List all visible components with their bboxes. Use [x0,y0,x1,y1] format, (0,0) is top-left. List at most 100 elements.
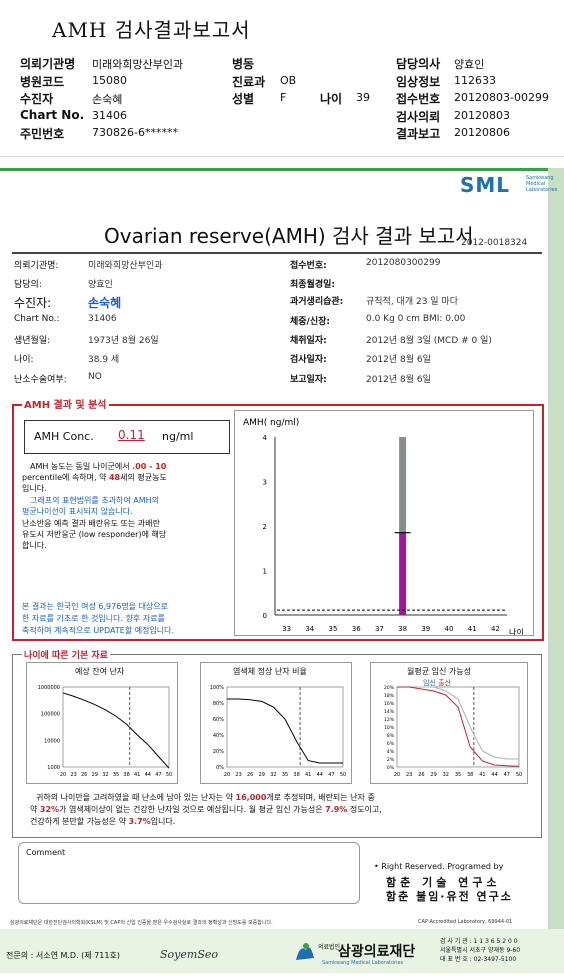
summary-text: 약 [30,805,38,814]
amh-chart-xtick: 34 [305,625,314,633]
amh-chart-xtick: 37 [375,625,384,633]
amh-note-line3: 축적하여 계속적으로 UPDATE할 예정입니다. [22,626,175,635]
basic-data-section [12,654,542,838]
mini-chart-pregnancy: 월평균 임신 가능성 임신 출산 20% 18% 16% 14% 12% 10% 8% 6% 4… [370,662,528,784]
summary-text: 개로 추정되며, 배란되는 난자 중 [266,793,375,802]
mini-xtick: 47 [504,772,510,778]
info-value: 규칙적, 대개 23 일 마다 [366,297,458,307]
address-line3: 대 표 번 호 : 02-3497-5100 [440,956,517,963]
amh-desc-line4: 그래프의 표현범위를 초과하여 AMH의 [30,496,160,505]
remaining-eggs: 16,000 [235,793,267,802]
info-label: 체중/신장: [290,317,331,327]
summary-label: 진료과 [232,74,266,89]
info-value: 31406 [88,314,117,324]
amh-chart-ylabel: AMH( ng/ml) [243,418,299,428]
mini-xtick: 26 [81,772,87,778]
desc-text: AMH 농도는 동일 나이군에서 [30,462,130,471]
info-label: 접수번호: [290,261,327,271]
mini-xtick: 20 [60,772,66,778]
doctor-name: 전문의 : 서소연 M.D. (제 711호) [6,951,120,960]
summary-value: 미래와희망산부인과 [92,58,184,71]
summary-label: 수진자 [20,92,54,106]
report-sheet [0,168,564,976]
info-value: 손숙혜 [88,296,122,310]
amh-chart-xtick: 33 [282,625,291,633]
mini-chromosome-line [227,698,343,764]
mini-ytick: 16% [384,701,395,707]
certification-note: 삼광의료재단은 대한진단검사의학회(KSLM) 및 CAP의 신입 인증을 받은… [10,920,273,926]
amh-chart-xlabel: 나이 [509,627,524,635]
summary-text: 건강하게 분만할 가능성은 약 [30,817,126,826]
info-value: 38.9 세 [88,355,120,365]
info-label: 최종월경일: [290,280,335,290]
mini-xtick: 41 [134,772,140,778]
cap-accreditation: CAP Accredited Laboratory, 69944-01 [418,919,513,925]
legend-pregnancy: 임신 [423,679,436,687]
info-label: Chart No.: [14,314,60,324]
mini-xtick: 38 [123,772,129,778]
mini-xtick: 50 [516,772,522,778]
summary-divider [0,156,564,157]
info-label: 과거생리습관: [290,297,344,307]
info-value: 양효인 [88,280,113,290]
amh-conc-box [24,420,230,454]
mini-xtick: 44 [491,772,497,778]
mini-plot-frame [226,686,344,768]
amh-desc-line5: 평균나이선이 표시되지 않습니다. [22,507,133,516]
summary-value: 20120803-00299 [454,91,549,104]
mini-xtick: 35 [455,772,461,778]
sml-logo: SML [460,173,511,197]
info-value: NO [88,372,102,382]
mini-ytick: 4% [387,749,395,755]
amh-chart-ytick: 1 [263,568,267,576]
mini-xtick: 41 [479,772,485,778]
mini-ytick: 100000 [41,712,60,718]
summary-line1: 귀하의 나이만을 고려하였을 때 난소에 남아 있는 난자는 약 16,000개… [36,792,375,803]
amh-chart-ytick: 3 [263,479,267,487]
info-value: 미래와희망산부인과 [88,261,163,271]
summary-value: F [280,91,287,104]
summary-label: 검사의뢰 [396,109,441,124]
mini-xtick: 47 [328,772,334,778]
address-line1: 검 사 기 관 : 1 1 3 6 5 2 0 0 [440,938,518,945]
summary-label: 성별 [232,92,255,106]
amh-desc-line2: percentile에 속하며, 약 48세의 평균농도 [22,472,167,483]
summary-label: 의뢰기관명 [20,57,76,71]
amh-chart-xtick: 38 [398,625,407,633]
mini-chart-eggs-title: 예상 잔여 난자 [75,667,125,676]
sml-logo-subtitle: Samkwang Medical Laboratories [526,175,558,193]
desc-text: percentile에 속하며, 약 [22,473,107,482]
document-title: AMH 검사결과보고서 [52,18,251,42]
mini-ytick: 1000 [47,765,60,771]
mini-chart-chromosome-title: 염색체 정상 난자 비율 [233,667,307,676]
mini-ytick: 60% [213,717,224,723]
mini-chart-pregnancy-legend: 임신 출산 [423,678,451,688]
summary-value: 15080 [92,73,127,87]
summary-label: 결과보고 [396,127,441,141]
amh-desc-line1: AMH 농도는 동일 나이군에서 .00 - 10 [30,461,166,472]
info-value: 0.0 Kg 0 cm BMI: 0.00 [366,314,466,324]
info-value: 2012년 8월 6일 [366,355,431,365]
comment-label: Comment [26,848,66,857]
info-value: 2012년 8월 6일 [366,375,431,385]
summary-value: 31406 [92,108,127,122]
summary-label: 접수번호 [396,92,441,106]
mini-xtick: 47 [155,772,161,778]
summary-label: 병동 [232,57,255,71]
info-label: 생년월일: [14,336,51,346]
amh-desc-line6: 난소반응 예측 결과 배란유도 또는 과배란 [22,519,160,528]
pregnancy-pct: 7.9% [325,805,348,814]
birth-pct: 3.7% [128,817,151,826]
title-divider [12,252,542,254]
amh-note-line1: 본 결과는 한국인 여성 6,976명을 대상으로 [22,602,169,611]
amh-desc-line7: 유도시 저반응군 (low responder)에 해당 [22,530,167,539]
mini-xtick: 50 [340,772,346,778]
mini-ytick: 0% [216,765,224,771]
summary-label: 담당의사 [396,57,441,71]
mini-ytick: 100% [210,685,225,691]
mini-ytick: 6% [387,741,395,747]
summary-label: 주민번호 [20,127,65,141]
mini-xtick: 32 [102,772,108,778]
samkwang-subtitle: Samkwang Medical Laboratories [322,960,404,966]
mini-plot-frame [62,686,170,768]
